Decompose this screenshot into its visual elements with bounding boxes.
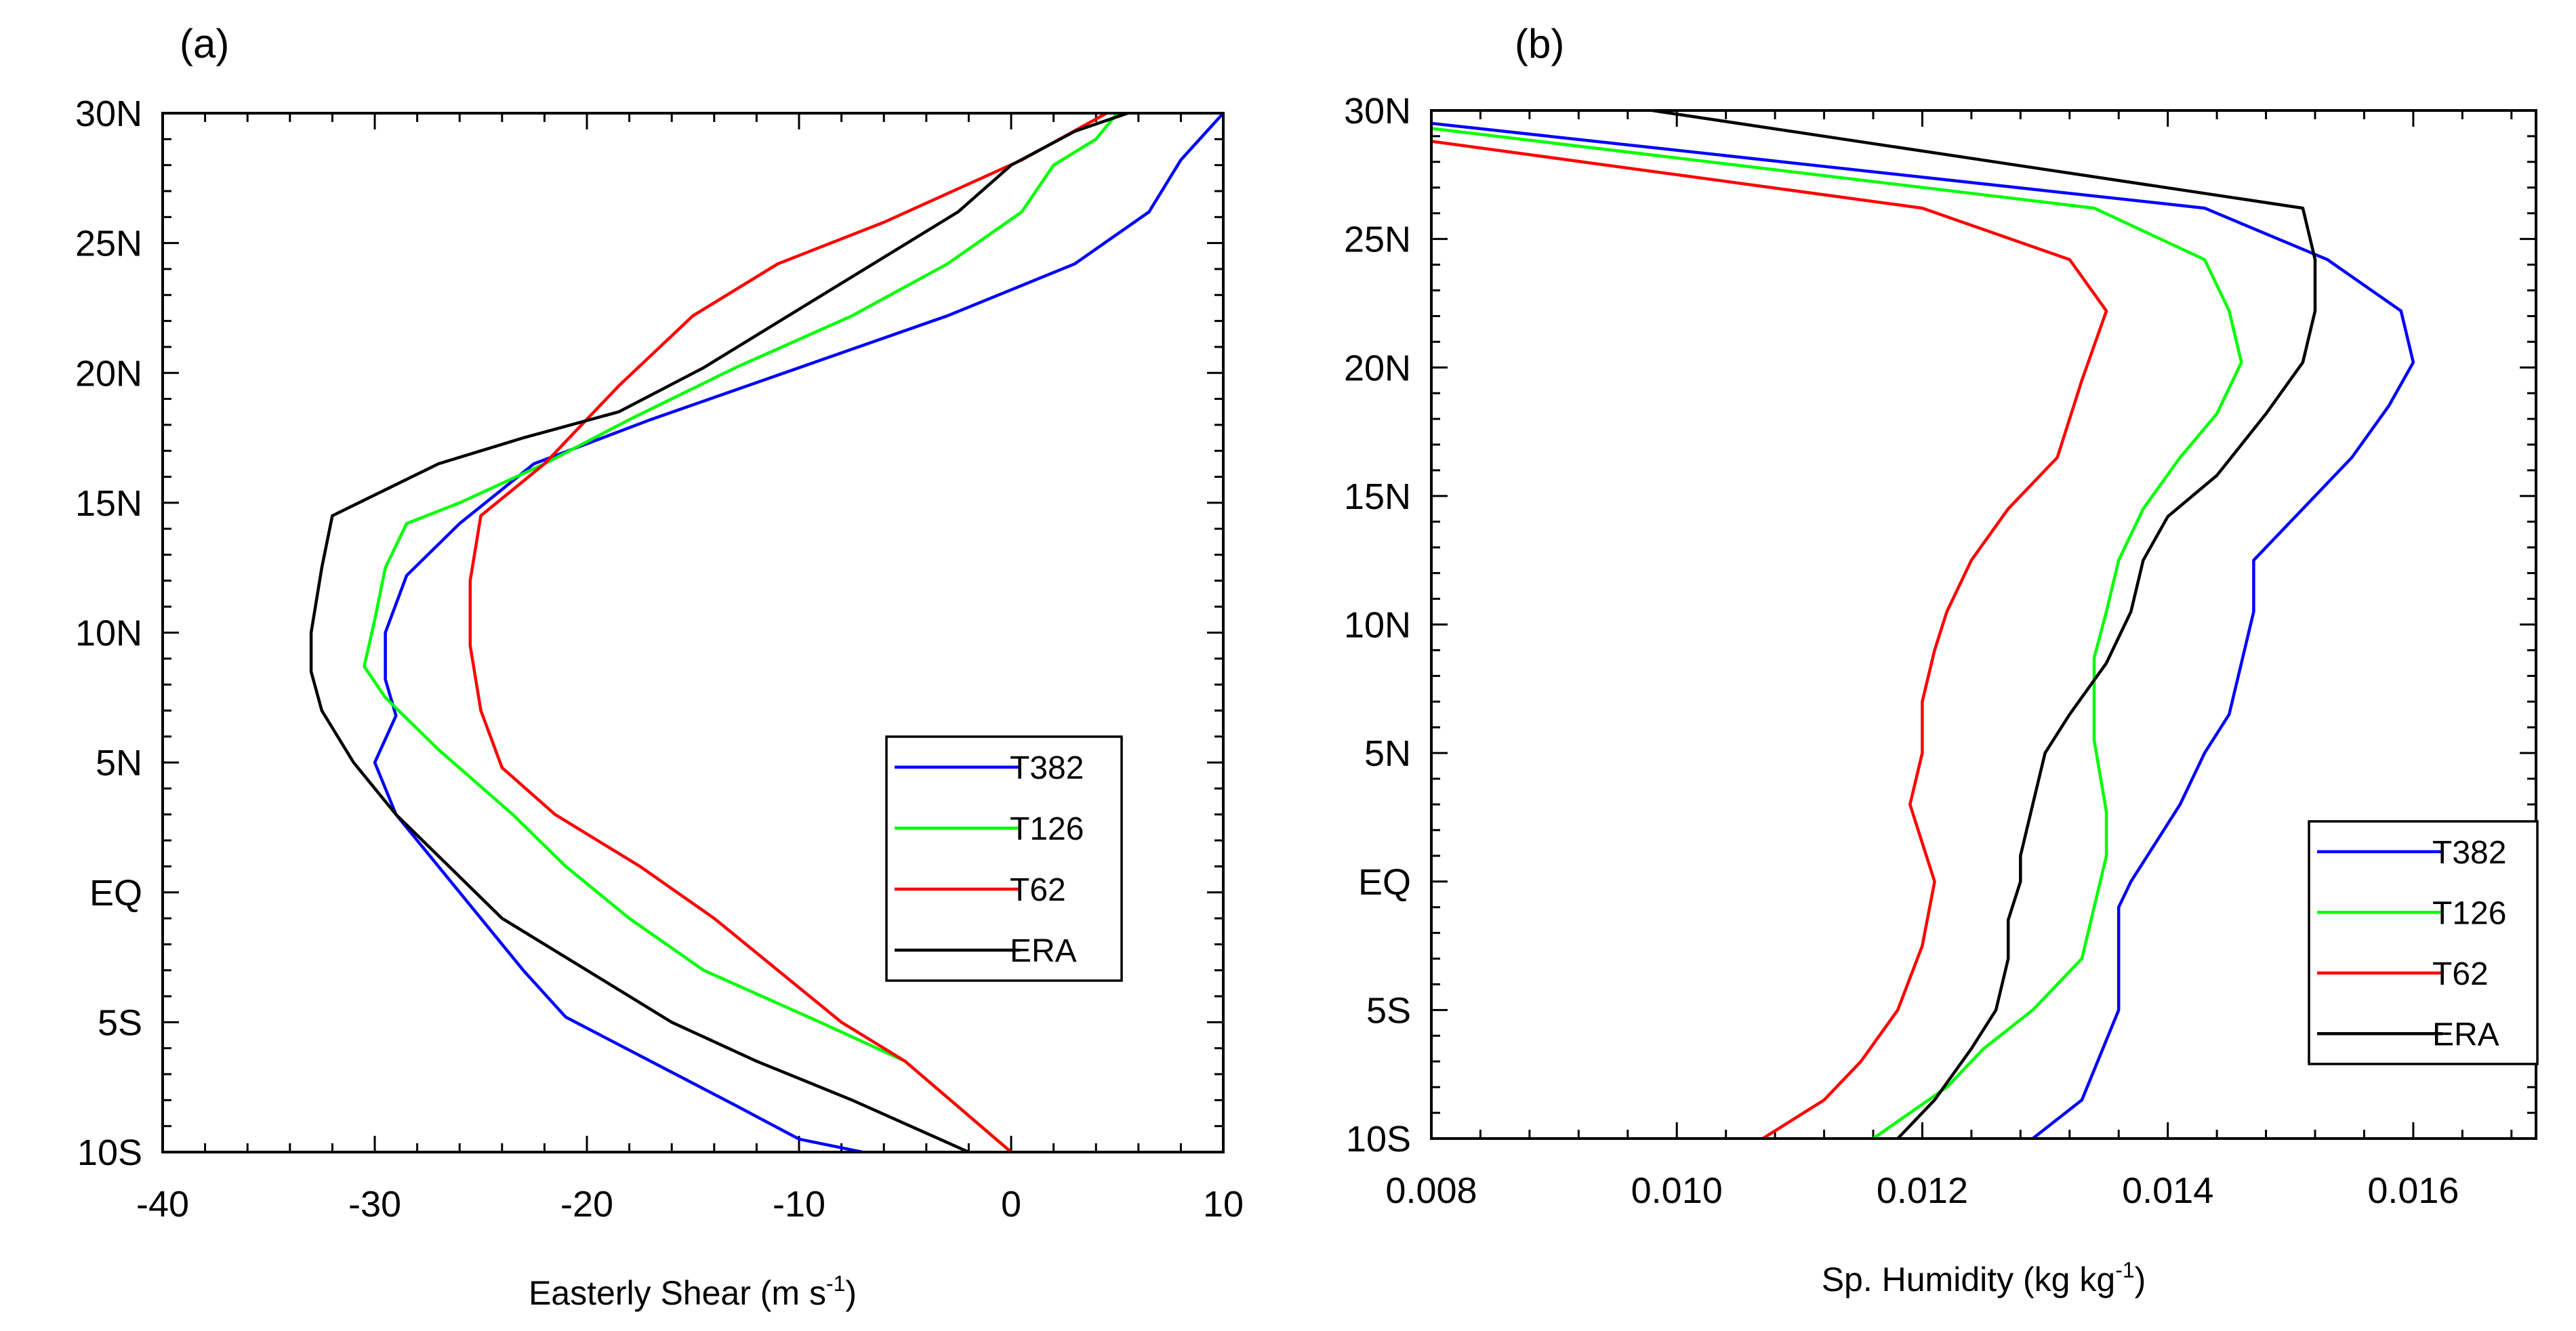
legend-label-t382: T382 [2432, 835, 2506, 871]
plot-frame [1430, 109, 2537, 1140]
x-tick-label: 0.012 [1877, 1170, 1968, 1211]
y-tick-label: 25N [1344, 220, 1411, 260]
y-tick-label: 5N [96, 743, 142, 783]
legend-label-era: ERA [2432, 1017, 2499, 1052]
legend-box [885, 735, 1123, 982]
legend: T382 T126 T62 ERA [2308, 820, 2539, 1065]
y-tick-label: 20N [1344, 348, 1411, 388]
y-tick-label: 5S [1366, 990, 1411, 1031]
y-tick-label: 25N [75, 224, 142, 264]
legend-label-t126: T126 [2432, 895, 2506, 931]
x-tick-label: -40 [136, 1184, 189, 1225]
series-line-era [1652, 110, 2317, 1139]
series-line-t126 [363, 113, 1119, 1152]
series-line-t382 [373, 113, 1223, 1152]
legend-label-t62: T62 [2432, 956, 2489, 992]
x-tick-label: 0.008 [1385, 1170, 1477, 1211]
x-tick-label: -10 [773, 1184, 825, 1225]
series-line-t62 [1431, 140, 2108, 1139]
x-tick-label: -20 [560, 1184, 613, 1225]
y-tick-label: 5S [98, 1002, 142, 1043]
plot-frame [161, 112, 1225, 1153]
y-tick-label: 15N [1344, 476, 1411, 517]
y-tick-label: 10S [77, 1132, 142, 1173]
legend-label-t126: T126 [1010, 811, 1084, 847]
series-line-era [309, 113, 1128, 1152]
legend-box [2308, 820, 2539, 1065]
panel-label: (b) [1515, 21, 1564, 66]
y-tick-label: 10N [1344, 605, 1411, 646]
legend-label-era: ERA [1010, 933, 1077, 969]
x-axis-title: Easterly Shear (m s-1) [529, 1271, 857, 1312]
panel-label: (a) [180, 21, 229, 66]
y-tick-label: 15N [75, 483, 142, 524]
y-tick-label: EQ [89, 873, 142, 914]
x-tick-label: 0 [1001, 1184, 1021, 1225]
x-tick-label: 0.010 [1631, 1170, 1723, 1211]
x-tick-label: 0.014 [2122, 1170, 2213, 1211]
series-group [1431, 110, 2415, 1139]
y-tick-label: 30N [75, 94, 142, 134]
legend-label-t382: T382 [1010, 750, 1084, 786]
legend-label-t62: T62 [1010, 872, 1066, 908]
x-axis-title: Sp. Humidity (kg kg-1) [1822, 1258, 2146, 1298]
y-tick-label: 30N [1344, 91, 1411, 131]
x-tick-label: 10 [1203, 1184, 1244, 1225]
y-tick-label: 20N [75, 353, 142, 394]
panel-a: (a) -40 -30 -20 -10 0 10 30N 25N 20N 15N 10N 5N EQ 5S 1… [75, 21, 1244, 1312]
y-tick-label: 10S [1346, 1119, 1411, 1160]
y-tick-label: 10N [75, 613, 142, 654]
series-line-t62 [468, 113, 1107, 1152]
series-line-t126 [1431, 127, 2243, 1139]
series-group [309, 113, 1223, 1152]
x-tick-label: -30 [348, 1184, 401, 1225]
x-tick-label: 0.016 [2367, 1170, 2459, 1211]
series-line-t382 [1431, 121, 2415, 1139]
y-tick-label: EQ [1358, 862, 1411, 903]
legend: T382 T126 T62 ERA [885, 735, 1123, 982]
panel-b: (b) 0.008 0.010 0.012 0.014 0.016 30N 25N 20N 15N… [1344, 21, 2539, 1298]
y-tick-label: 5N [1364, 733, 1411, 774]
